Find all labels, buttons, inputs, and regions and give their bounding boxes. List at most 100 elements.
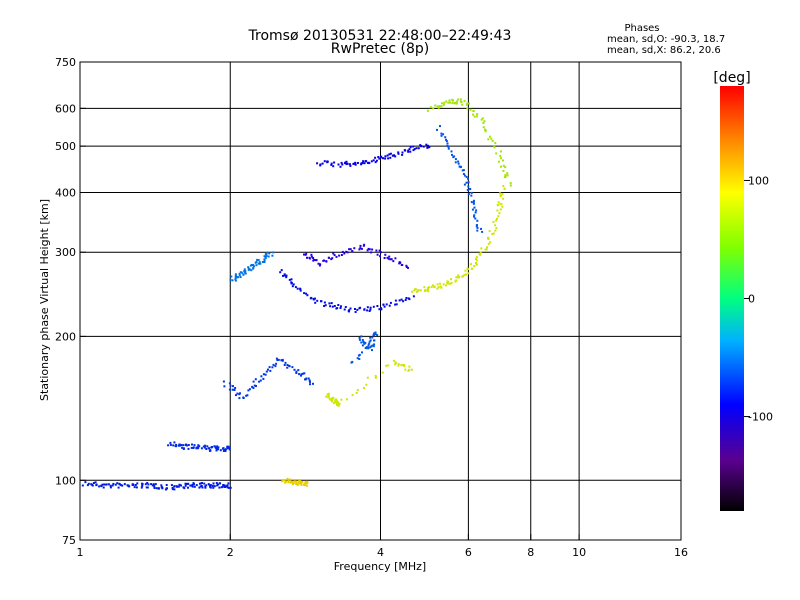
data-point [407, 297, 410, 300]
data-point [461, 275, 464, 278]
data-point [145, 486, 148, 489]
data-point [306, 480, 309, 483]
data-point [252, 387, 255, 389]
data-point [303, 372, 306, 375]
data-point [107, 483, 110, 486]
data-point [350, 361, 353, 364]
data-point [227, 445, 230, 448]
data-point [401, 151, 404, 154]
data-point [271, 254, 274, 257]
data-point [370, 160, 373, 163]
data-point [271, 366, 274, 369]
data-point [265, 370, 268, 373]
data-point [304, 253, 307, 256]
y-tick-label: 300 [55, 246, 76, 259]
data-point [133, 486, 136, 489]
y-tick-label: 500 [55, 140, 76, 153]
data-point [454, 161, 457, 164]
data-point [426, 288, 429, 291]
data-point [473, 215, 475, 218]
data-point [105, 483, 108, 486]
data-point [484, 248, 487, 251]
y-tick-label: 400 [55, 186, 76, 199]
data-point [474, 211, 477, 214]
data-point [151, 484, 154, 487]
data-point [153, 487, 156, 489]
data-point [397, 151, 400, 154]
data-point [209, 486, 212, 489]
data-point [390, 258, 393, 261]
y-tick-label: 100 [55, 474, 76, 487]
data-point [218, 486, 221, 489]
data-point [91, 484, 94, 487]
data-point [475, 225, 478, 228]
data-point [313, 258, 315, 261]
data-point [262, 373, 265, 376]
data-point [343, 252, 346, 255]
data-point [475, 257, 477, 260]
data-point [332, 396, 335, 399]
data-point [252, 266, 255, 269]
data-point [439, 125, 441, 128]
data-point [499, 208, 502, 211]
data-point [361, 351, 363, 354]
data-point [335, 307, 338, 310]
data-point [369, 339, 372, 342]
data-point [333, 401, 336, 403]
data-point [381, 371, 384, 374]
data-point [389, 258, 392, 261]
data-point [305, 292, 308, 295]
data-point [181, 446, 184, 449]
data-point [333, 254, 336, 257]
data-point [436, 287, 439, 290]
data-point [461, 103, 464, 106]
data-point [299, 289, 302, 292]
data-point [474, 217, 477, 220]
data-point [494, 224, 497, 227]
data-point [248, 388, 251, 391]
data-point [442, 103, 445, 106]
data-point [394, 299, 397, 302]
data-point [237, 276, 240, 279]
data-point [345, 163, 348, 166]
data-point [286, 364, 289, 366]
data-point [308, 379, 311, 382]
data-point [367, 247, 370, 250]
data-point [234, 273, 237, 276]
data-point [476, 226, 479, 229]
data-point [458, 276, 461, 279]
data-point [256, 258, 259, 261]
data-point [346, 398, 348, 401]
data-point [497, 160, 500, 163]
data-point [147, 483, 150, 486]
data-point [445, 138, 447, 141]
data-point [387, 257, 390, 260]
data-point [333, 161, 336, 164]
data-point [475, 262, 477, 264]
data-point [344, 306, 347, 308]
data-point [192, 447, 195, 449]
data-point [499, 154, 502, 157]
data-point [174, 445, 177, 447]
data-point [378, 157, 381, 160]
data-point [227, 482, 230, 485]
data-point [412, 145, 415, 148]
data-point [335, 399, 338, 402]
data-point [387, 157, 390, 160]
data-point [322, 259, 325, 262]
data-point [453, 155, 456, 158]
data-point [354, 163, 357, 166]
data-point [454, 280, 457, 283]
data-point [190, 446, 193, 449]
data-point [283, 273, 286, 276]
data-point [358, 353, 361, 356]
data-point [337, 163, 340, 166]
data-point [358, 307, 361, 310]
data-point [463, 174, 466, 177]
data-point [157, 487, 160, 490]
data-point [359, 244, 362, 247]
data-point [493, 146, 496, 149]
data-point [433, 285, 436, 288]
data-point [361, 162, 364, 164]
data-point [412, 295, 415, 298]
